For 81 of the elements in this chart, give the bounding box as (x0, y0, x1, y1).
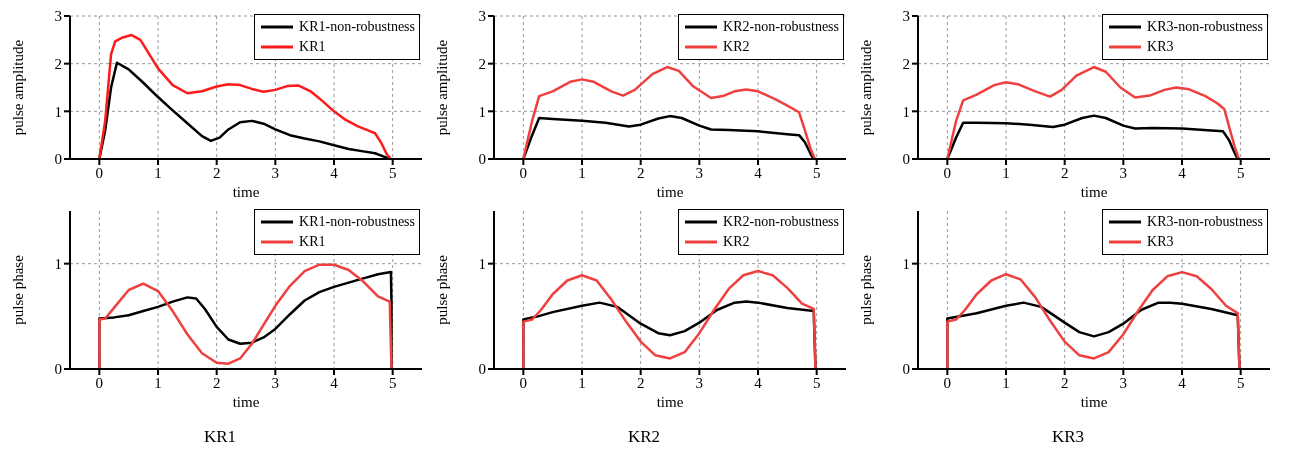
y-tick-label: 1 (902, 255, 910, 272)
x-tick-label: 3 (1119, 164, 1128, 181)
x-tick-label: 4 (1178, 374, 1187, 391)
x-tick-label: 5 (1236, 374, 1245, 391)
text: KR2 (626, 427, 662, 447)
y-tick-label: 0 (902, 151, 910, 168)
y-tick-label: 2 (478, 55, 486, 72)
legend-label: KR1 (299, 38, 326, 56)
x-tick-label: 2 (636, 374, 645, 391)
x-tick-label: 1 (578, 374, 586, 391)
x-axis-title: time (232, 184, 260, 200)
x-tick-label: 4 (754, 374, 763, 391)
x-tick-label: 3 (271, 164, 280, 181)
x-tick-label: 5 (388, 374, 397, 391)
x-tick-label: 5 (388, 164, 397, 181)
legend-label: KR3 (1147, 233, 1174, 251)
x-axis-title: time (1080, 394, 1108, 410)
legend-label: KR2 (723, 38, 750, 56)
y-axis-title: pulse amplitude (10, 39, 27, 136)
y-axis-title: pulse amplitude (434, 39, 451, 136)
x-tick-label: 0 (943, 164, 952, 181)
x-tick-label: 5 (1236, 164, 1245, 181)
legend-label: KR1-non-robustness (299, 213, 415, 231)
y-tick-label: 3 (478, 8, 486, 25)
x-tick-label: 3 (271, 374, 280, 391)
x-tick-label: 1 (578, 164, 586, 181)
x-tick-label: 2 (1060, 374, 1069, 391)
legend-label: KR3-non-robustness (1147, 18, 1263, 36)
x-tick-label: 0 (943, 374, 952, 391)
x-tick-label: 0 (95, 374, 104, 391)
x-tick-label: 4 (754, 164, 763, 181)
x-tick-label: 1 (154, 164, 162, 181)
legend-label: KR2-non-robustness (723, 18, 839, 36)
y-tick-label: 0 (478, 361, 486, 378)
x-tick-label: 4 (330, 374, 339, 391)
y-tick-label: 1 (478, 103, 486, 120)
x-tick-label: 2 (1060, 164, 1069, 181)
x-tick-label: 2 (636, 164, 645, 181)
y-tick-label: 1 (54, 255, 62, 272)
legend-label: KR1-non-robustness (299, 18, 415, 36)
x-tick-label: 1 (1002, 374, 1010, 391)
x-tick-label: 0 (519, 164, 528, 181)
x-tick-label: 0 (519, 374, 528, 391)
x-tick-label: 5 (812, 164, 821, 181)
y-tick-label: 0 (54, 151, 62, 168)
text: KR3 (1050, 427, 1086, 447)
legend-label: KR2-non-robustness (723, 213, 839, 231)
x-tick-label: 3 (695, 164, 704, 181)
x-tick-label: 4 (330, 164, 339, 181)
x-tick-label: 0 (95, 164, 104, 181)
y-tick-label: 2 (54, 55, 62, 72)
x-tick-label: 3 (695, 374, 704, 391)
y-tick-label: 0 (478, 151, 486, 168)
x-tick-label: 3 (1119, 374, 1128, 391)
y-tick-label: 0 (902, 361, 910, 378)
x-tick-label: 5 (812, 374, 821, 391)
x-tick-label: 2 (212, 374, 221, 391)
x-tick-label: 4 (1178, 164, 1187, 181)
x-tick-label: 1 (1002, 164, 1010, 181)
legend-label: KR2 (723, 233, 750, 251)
x-axis-title: time (232, 394, 260, 410)
legend-label: KR3 (1147, 38, 1174, 56)
y-axis-title: pulse phase (10, 254, 27, 325)
text: KR1 (202, 427, 238, 447)
x-axis-title: time (1080, 184, 1108, 200)
legend-label: KR3-non-robustness (1147, 213, 1263, 231)
y-tick-label: 1 (54, 103, 62, 120)
y-axis-title: pulse amplitude (858, 39, 875, 136)
y-tick-label: 2 (902, 55, 910, 72)
x-tick-label: 2 (212, 164, 221, 181)
x-axis-title: time (656, 394, 684, 410)
y-axis-title: pulse phase (858, 254, 875, 325)
legend-label: KR1 (299, 233, 326, 251)
y-tick-label: 0 (54, 361, 62, 378)
y-tick-label: 1 (478, 255, 486, 272)
x-tick-label: 1 (154, 374, 162, 391)
x-axis-title: time (656, 184, 684, 200)
y-tick-label: 1 (902, 103, 910, 120)
y-tick-label: 3 (902, 8, 910, 25)
y-tick-label: 3 (54, 8, 62, 25)
y-axis-title: pulse phase (434, 254, 451, 325)
